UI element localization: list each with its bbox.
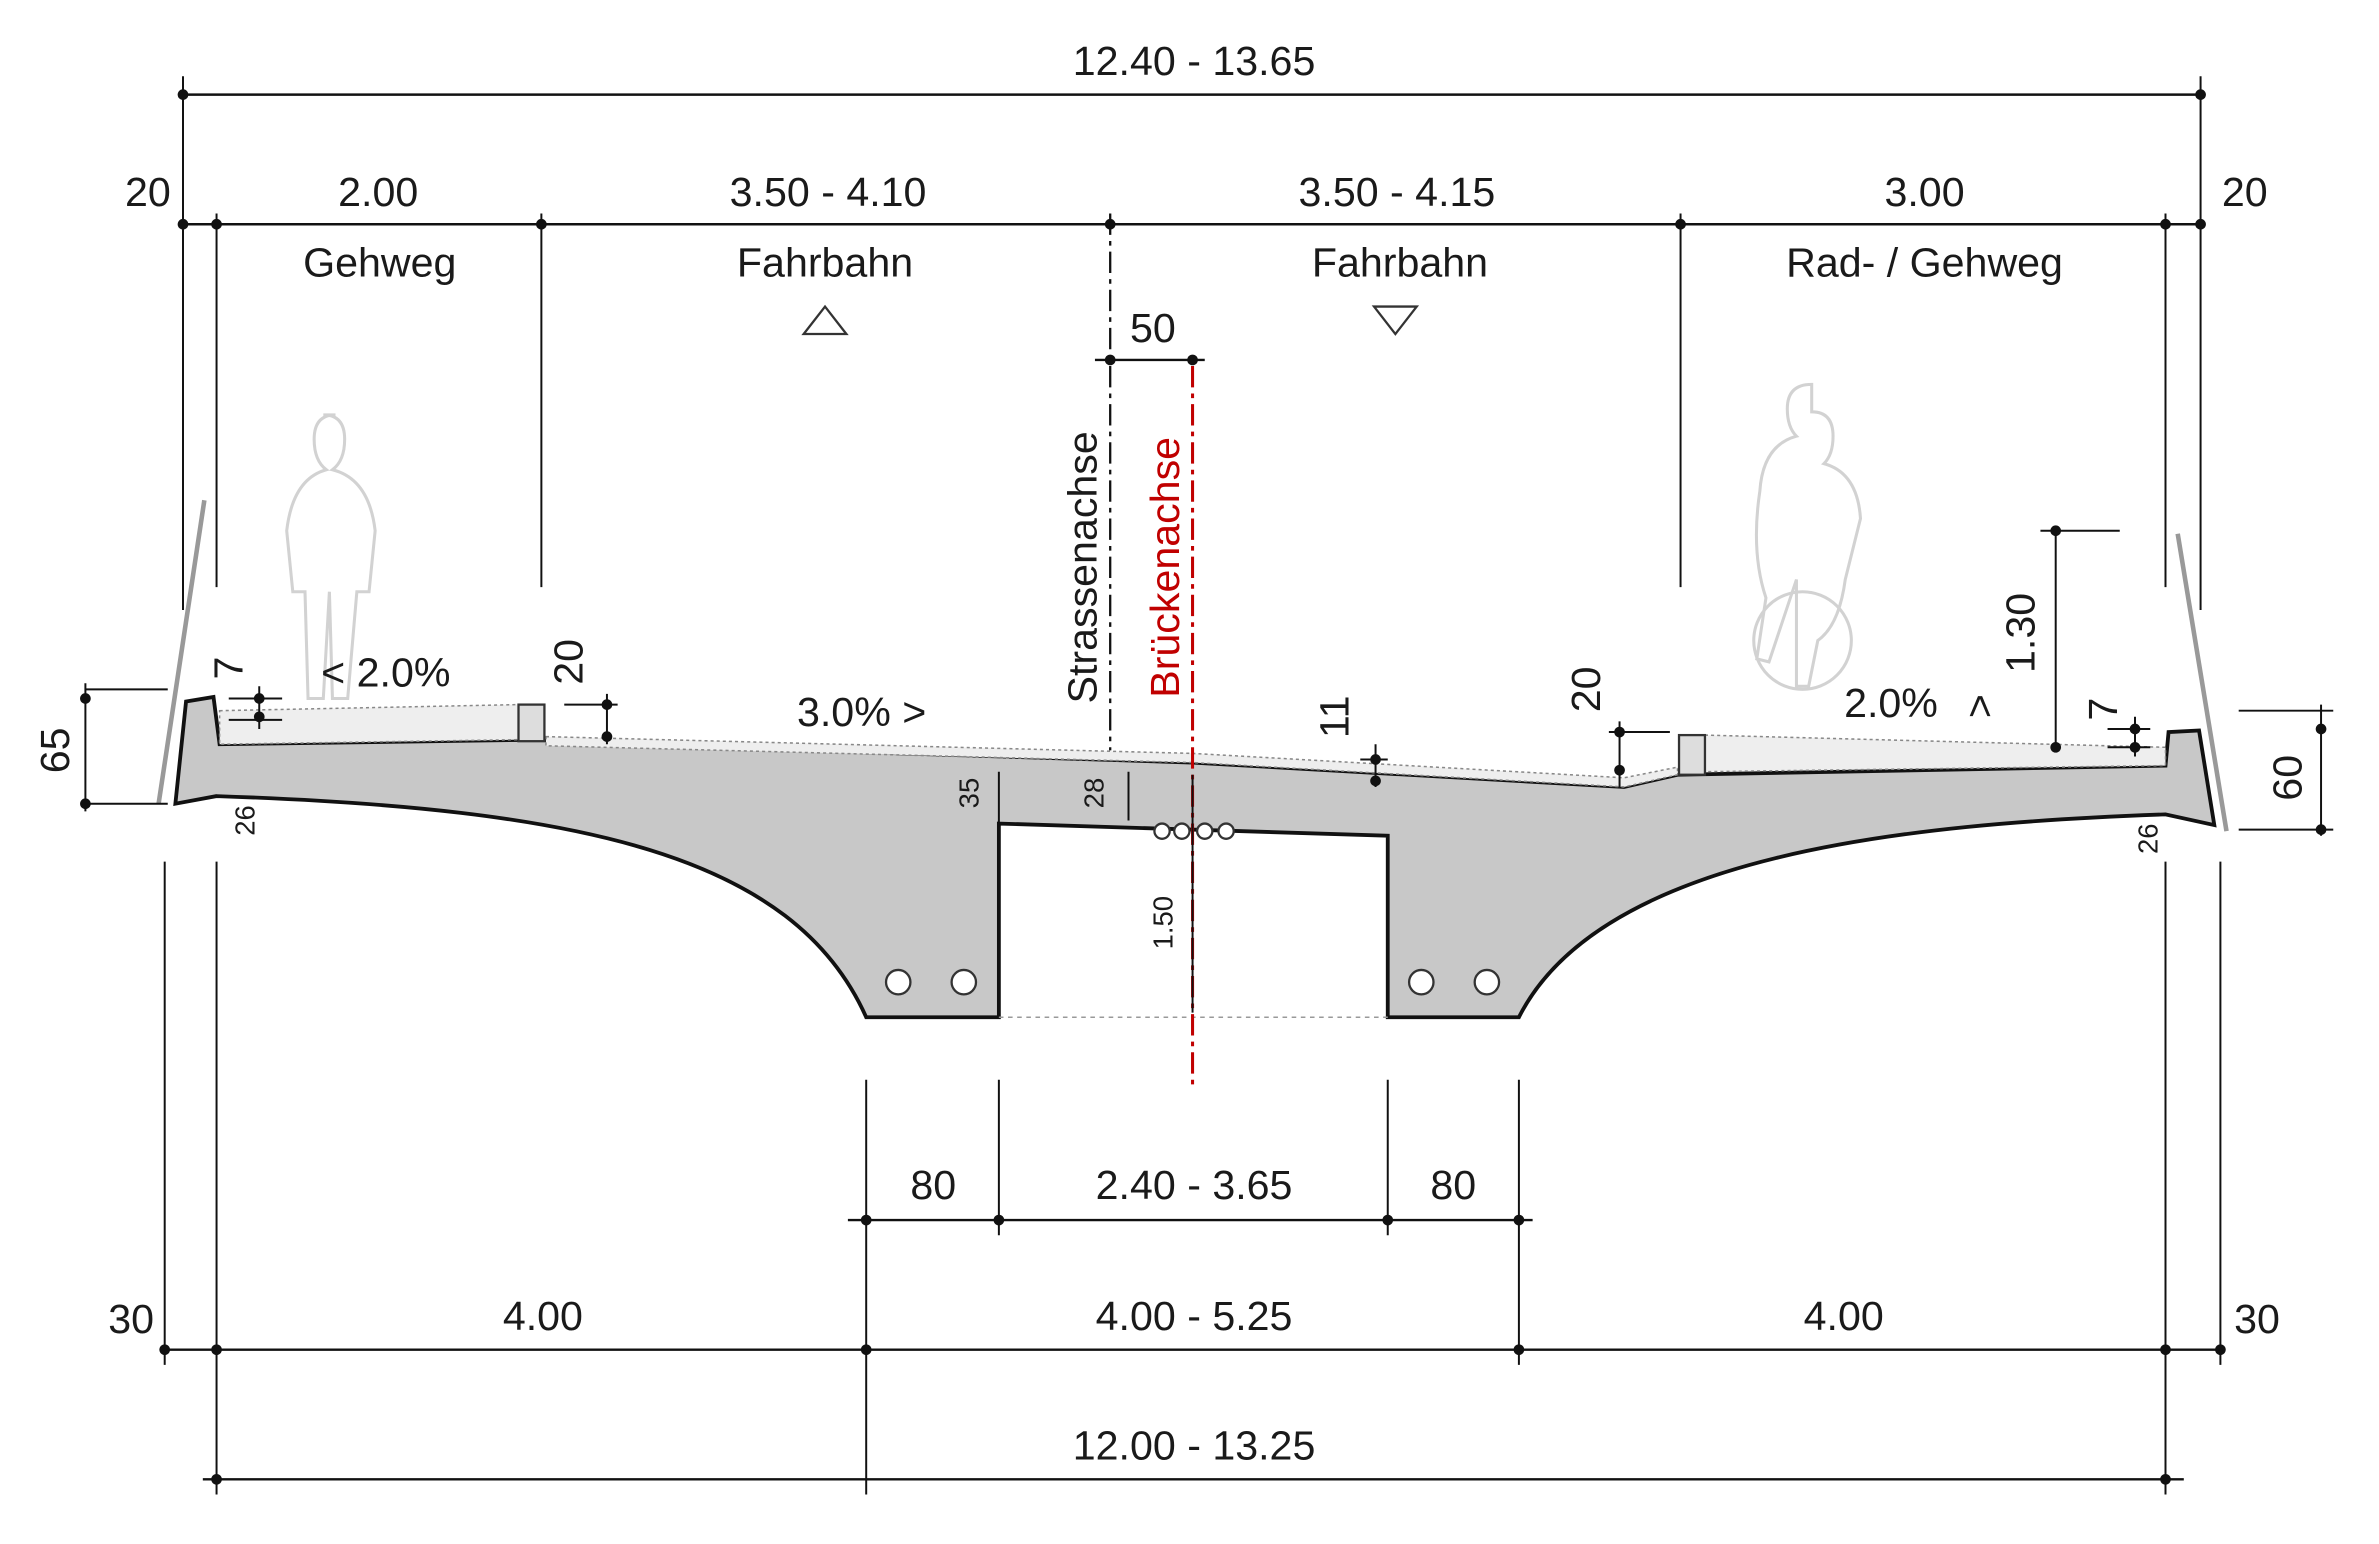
slope-label: 2.0% <box>1844 680 1938 726</box>
dim-label: 30 <box>108 1296 154 1342</box>
axis-label: Brückenachse <box>1142 437 1188 698</box>
axis-label: Strassenachse <box>1060 431 1106 703</box>
dim-label: 26 <box>2133 824 2164 855</box>
slope-label: 3.0% > <box>797 689 926 735</box>
labels: 12.40 - 13.65 20 2.00 3.50 - 4.10 3.50 -… <box>32 38 2311 1469</box>
dim-label: 4.00 - 5.25 <box>1096 1293 1293 1339</box>
holes <box>884 822 1501 996</box>
surfacing <box>218 703 2167 788</box>
dim-label: 2.40 - 3.65 <box>1096 1162 1293 1208</box>
dim-label: 7 <box>206 657 252 680</box>
dim-label: 4.00 <box>503 1293 583 1339</box>
dim-label: 35 <box>954 778 985 809</box>
zone-label: Rad- / Gehweg <box>1786 239 2063 285</box>
zone-label: Fahrbahn <box>737 239 913 285</box>
dim-label: 20 <box>546 639 592 685</box>
dim-label: 50 <box>1130 305 1176 351</box>
dim-label: 20 <box>125 169 171 215</box>
dim-label: 65 <box>32 727 78 773</box>
zone-label: Fahrbahn <box>1312 239 1488 285</box>
dim-label: 80 <box>910 1162 956 1208</box>
dim-label: 60 <box>2264 755 2310 801</box>
dim-label: 26 <box>229 805 260 836</box>
slope-label: < 2.0% <box>321 649 450 695</box>
dimension-lines <box>80 76 2334 1495</box>
railings <box>156 499 2229 832</box>
deck <box>173 694 2217 1020</box>
dim-label: 30 <box>2234 1296 2280 1342</box>
dim-label: 1.30 <box>1998 593 2044 673</box>
dim-label: 12.00 - 13.25 <box>1073 1423 1316 1469</box>
dim-label: 3.50 - 4.15 <box>1299 169 1496 215</box>
dim-label: 1.50 <box>1147 896 1178 949</box>
slope-arrow: > <box>1956 694 2002 718</box>
triangles <box>801 304 1420 336</box>
dim-label: 3.50 - 4.10 <box>730 169 927 215</box>
dim-label: 3.00 <box>1884 169 1964 215</box>
dim-label: 4.00 <box>1804 1293 1884 1339</box>
figures <box>285 382 1863 701</box>
curbs <box>517 703 1707 776</box>
dim-label: 28 <box>1079 778 1110 809</box>
dim-label: 20 <box>1563 666 1609 712</box>
dim-label: 11 <box>1311 695 1357 738</box>
dim-label: 80 <box>1430 1162 1476 1208</box>
dim-label: 20 <box>2222 169 2268 215</box>
dim-label: 12.40 - 13.65 <box>1073 38 1316 84</box>
dim-label: 7 <box>2080 698 2126 721</box>
zone-label: Gehweg <box>303 239 456 285</box>
dim-label: 2.00 <box>338 169 418 215</box>
